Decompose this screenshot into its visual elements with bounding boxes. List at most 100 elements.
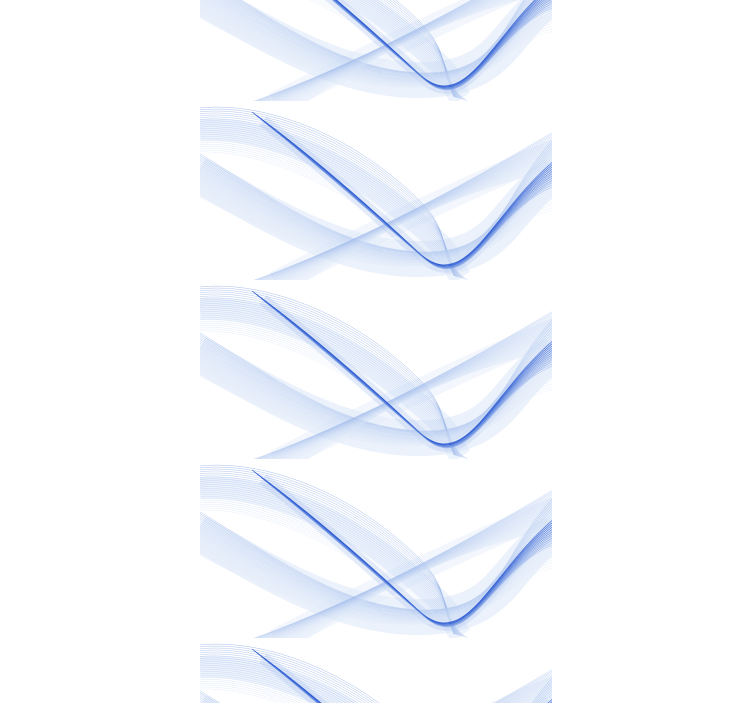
wave-line xyxy=(332,0,552,90)
wave-line xyxy=(255,652,321,703)
wave-line xyxy=(291,0,500,101)
wave-line xyxy=(200,7,552,85)
wave-line xyxy=(224,0,533,77)
wave-line xyxy=(200,142,466,280)
wave-line xyxy=(305,527,552,638)
wave-line xyxy=(200,553,552,625)
wave-line xyxy=(200,507,552,613)
wave-line xyxy=(307,0,520,101)
wave-line xyxy=(226,0,531,77)
wave-line xyxy=(200,154,552,256)
wave-line xyxy=(271,324,552,459)
wave-line xyxy=(200,367,552,443)
wave-line xyxy=(261,656,320,703)
wave-line xyxy=(293,519,552,638)
wave-line xyxy=(200,2,552,83)
wave-line xyxy=(200,661,347,703)
wave-line xyxy=(331,0,466,101)
wave-line xyxy=(494,668,552,703)
wave-line xyxy=(200,510,552,613)
wave-line xyxy=(283,512,552,638)
wave-line xyxy=(269,323,552,459)
wave-line xyxy=(200,333,552,435)
wave-line xyxy=(200,197,552,267)
wave-line xyxy=(200,677,312,703)
wave-line xyxy=(200,149,552,255)
wave-line xyxy=(275,506,552,638)
wave-line xyxy=(273,146,552,280)
wave-line xyxy=(277,328,552,459)
wave-line xyxy=(257,0,475,101)
wave-line xyxy=(200,537,552,619)
wave-line xyxy=(255,312,552,459)
wave-line xyxy=(261,317,552,459)
wave-graphic xyxy=(200,464,552,638)
wave-line xyxy=(237,0,526,74)
wave-line xyxy=(299,165,552,280)
wave-line xyxy=(200,516,552,636)
wave-line xyxy=(200,649,370,703)
wave-line xyxy=(200,376,552,446)
wave-line xyxy=(200,684,291,703)
wave-line xyxy=(200,534,552,618)
wave-line xyxy=(200,355,552,439)
wave-line xyxy=(200,675,317,703)
wave-tile xyxy=(200,0,552,101)
wave-line xyxy=(287,514,552,638)
wave-line xyxy=(200,679,307,703)
wave-line xyxy=(289,0,499,101)
wave-line xyxy=(200,184,552,263)
wave-line xyxy=(200,146,552,254)
wave-line xyxy=(265,320,552,459)
wave-line xyxy=(331,0,552,90)
wave-line xyxy=(200,688,279,703)
wave-line xyxy=(200,686,285,703)
wave-line xyxy=(200,328,552,434)
wave-line xyxy=(497,672,552,703)
wave-tile xyxy=(200,639,552,703)
wave-line xyxy=(327,0,466,101)
wave-line xyxy=(200,647,373,703)
wave-line xyxy=(269,484,552,627)
wave-line xyxy=(253,0,473,101)
wave-line xyxy=(301,345,552,459)
wave-line xyxy=(200,193,552,266)
wave-line xyxy=(263,139,552,280)
wave-line xyxy=(200,336,552,435)
wave-line xyxy=(267,142,552,280)
wave-line xyxy=(200,16,552,88)
wave-line xyxy=(261,138,552,280)
wave-line xyxy=(283,333,552,459)
wave-line xyxy=(200,548,552,623)
wave-line xyxy=(200,671,326,703)
wave-line xyxy=(269,305,552,448)
wave-line xyxy=(200,331,552,434)
wave-graphic xyxy=(200,285,552,459)
wave-line xyxy=(200,370,552,445)
wave-line xyxy=(273,129,552,269)
wave-line xyxy=(285,155,552,280)
wave-line xyxy=(283,0,493,101)
wave-line xyxy=(265,499,552,638)
wave-line xyxy=(295,341,552,459)
wave-line xyxy=(200,669,330,703)
wave-line xyxy=(200,665,339,703)
wave-line xyxy=(271,0,484,101)
wave-line xyxy=(265,660,319,703)
wave-line xyxy=(255,0,474,101)
wave-line xyxy=(200,544,552,622)
wave-line xyxy=(263,0,479,101)
wave-line xyxy=(265,141,552,280)
wave-line xyxy=(203,0,551,81)
wave-line xyxy=(265,0,480,101)
wave-line xyxy=(200,0,552,82)
wave-line xyxy=(259,315,552,459)
wave-line xyxy=(293,0,502,101)
wave-line xyxy=(200,659,351,703)
wave-line xyxy=(200,363,552,442)
wave-line xyxy=(271,128,552,269)
wave-line xyxy=(305,169,552,280)
wave-line xyxy=(257,653,321,703)
wave-line xyxy=(287,156,552,280)
wave-line xyxy=(299,344,552,459)
